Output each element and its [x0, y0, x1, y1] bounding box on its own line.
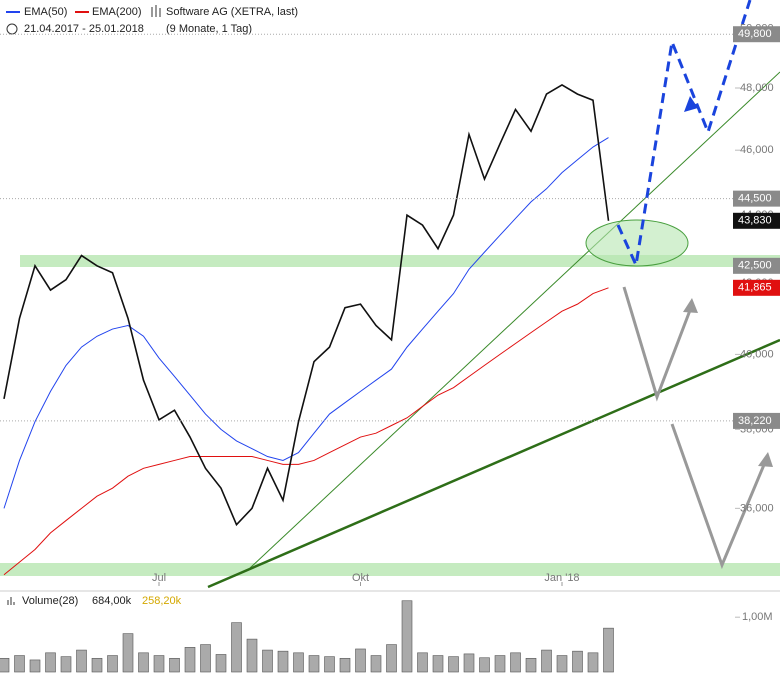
scenario-drawings: [0, 0, 780, 592]
y-tick-label: 46,000: [740, 144, 774, 156]
header: EMA(50) EMA(200) Software AG (XETRA, las…: [6, 5, 298, 607]
volume-bar: [138, 652, 149, 673]
y-tick-label: 40,000: [740, 348, 774, 360]
volume-bar: [572, 650, 583, 673]
volume-bar: [417, 652, 428, 673]
volume-bar: [107, 655, 118, 673]
price-badge-label: 44,500: [738, 193, 772, 205]
volume-bar: [215, 654, 227, 673]
price-badge: [733, 412, 780, 429]
price-badge: [733, 257, 780, 274]
volume-bar: [479, 657, 490, 673]
x-tick-label: Jan '18: [544, 572, 579, 584]
volume-bar: [246, 638, 258, 673]
ema-line: [3, 137, 609, 509]
price-badge: [733, 212, 780, 229]
volume-bar: [45, 652, 56, 673]
volume-bar: [91, 657, 103, 673]
volume-bar: [556, 655, 568, 673]
volume-bar: [29, 659, 41, 673]
volume-bar: [153, 655, 165, 673]
volume-bar: [14, 655, 25, 673]
volume-bar: [386, 644, 397, 673]
trend-line: [249, 71, 780, 569]
highlight-ellipse: [585, 219, 689, 267]
scenario-arrow: [670, 423, 768, 570]
volume-bar: [293, 652, 304, 673]
volume-bar: [200, 644, 211, 673]
chart-title: Software AG (XETRA, last): [166, 6, 298, 18]
arrow-head: [683, 298, 698, 313]
volume-bar: [432, 655, 444, 673]
volume-bar: [370, 655, 382, 673]
volume-bar: [401, 600, 413, 673]
volume-bar: [525, 657, 537, 673]
volume-bar: [355, 648, 366, 673]
volume-bar: [122, 633, 134, 673]
date-range: 21.04.2017 - 25.01.2018: [24, 23, 144, 35]
volume-bar: [510, 652, 521, 673]
y-tick-label: 1,00M: [742, 611, 773, 623]
volume-bar: [262, 649, 273, 673]
volume-bar: [603, 627, 614, 673]
volume-bar: [541, 649, 552, 673]
trend-line: [207, 338, 780, 589]
legend-value: 684,00k: [92, 595, 132, 607]
volume-bar: [76, 649, 87, 673]
ema-line: [3, 287, 609, 576]
clock-icon: [6, 23, 18, 35]
volume-bar: [324, 656, 335, 673]
volume-bar: [169, 657, 180, 673]
scenario-arrow: [622, 286, 694, 402]
volume-bar: [231, 622, 242, 673]
volume-bar: [277, 650, 289, 673]
volume-bar: [448, 656, 459, 673]
price-badge-label: 41,865: [738, 282, 772, 294]
price-badge: [733, 279, 780, 296]
candle-icon: [151, 5, 161, 17]
volume-bar: [60, 656, 72, 673]
legend-entry: EMA(50): [24, 6, 67, 18]
support-zone: [20, 255, 780, 267]
volume-bar: [587, 652, 599, 673]
legend-entry: Volume(28): [22, 595, 78, 607]
volume-bar: [308, 655, 320, 673]
support-zone: [0, 563, 780, 576]
price-line: [3, 84, 610, 527]
volume-bar: [463, 653, 475, 673]
y-tick-label: 48,000: [740, 82, 774, 94]
volume-bar: [184, 647, 196, 673]
arrow-head: [758, 452, 773, 467]
price-badge-label: 43,830: [738, 215, 772, 227]
price-badge: [733, 190, 780, 207]
x-tick-label: Okt: [352, 572, 369, 584]
volume-bar: [0, 657, 10, 673]
volume-bar: [339, 657, 351, 673]
y-tick-label: 36,000: [740, 502, 774, 514]
price-badge-label: 38,220: [738, 415, 772, 427]
price-badge-label: 42,500: [738, 260, 772, 272]
x-tick-label: Jul: [152, 572, 166, 584]
legend-value: 258,20k: [142, 595, 182, 607]
period: (9 Monate, 1 Tag): [166, 23, 252, 35]
price-badge-label: 49,800: [738, 28, 772, 40]
legend-entry: EMA(200): [92, 6, 142, 18]
arrow-head: [684, 96, 698, 112]
volume-bar: [494, 655, 506, 673]
volume-icon: [7, 597, 15, 605]
price-badge: [733, 26, 780, 43]
